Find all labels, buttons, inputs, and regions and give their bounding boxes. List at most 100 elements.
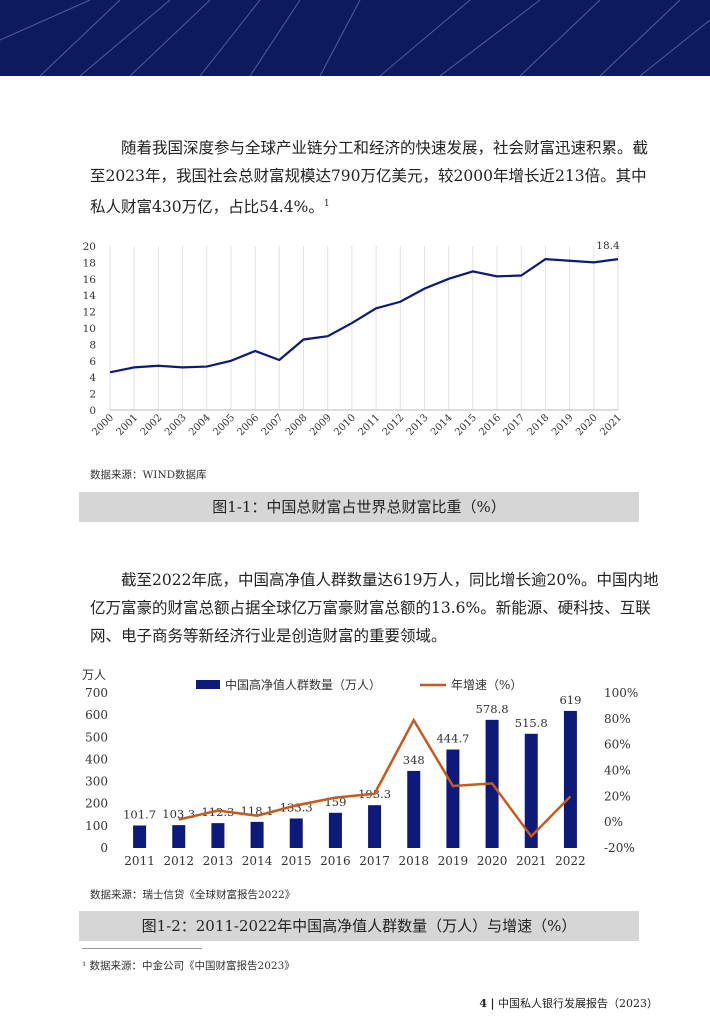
x-tick-label: 2016 (320, 854, 351, 868)
x-tick-label: 2019 (550, 412, 576, 438)
y-tick-label-left: 400 (85, 752, 108, 766)
x-tick-label: 2006 (235, 412, 261, 438)
y-tick-label-left: 300 (85, 775, 108, 789)
y-tick-label: 16 (83, 274, 97, 286)
x-tick-label: 2018 (526, 412, 552, 438)
y-tick-label: 20 (83, 241, 96, 253)
hnwi-count-chart: 万人 0 100 200 300 400 500 600 700 -20% 0% 20% 40% 60% 8… (82, 668, 638, 868)
y-tick-label-right: 100% (604, 686, 638, 700)
y-tick-label-right: 20% (604, 789, 631, 803)
report-title: 中国私人银行发展报告（2023） (498, 997, 658, 1010)
x-tick-label: 2003 (163, 412, 189, 438)
y-tick-label-right: 60% (604, 738, 631, 752)
bar (524, 733, 538, 848)
paragraph-2: 截至2022年底，中国高净值人群数量达619万人，同比增长逾20%。中国内地亿万… (90, 566, 660, 650)
data-label: 18.4 (596, 240, 620, 252)
y-axis-unit: 万人 (82, 668, 106, 682)
y-tick-label-left: 500 (85, 730, 108, 744)
x-tick-label: 2016 (477, 412, 503, 438)
paragraph-1: 随着我国深度参与全球产业链分工和经济的快速发展，社会财富迅速积累。截至2023年… (90, 134, 660, 221)
x-tick-label: 2020 (574, 412, 600, 438)
bar (368, 805, 382, 848)
x-tick-label: 2011 (356, 412, 382, 438)
y-tick-label-right: 40% (604, 764, 631, 778)
x-tick-label: 2022 (555, 854, 586, 868)
x-tick-label: 2015 (281, 854, 312, 868)
page-number: 4 (479, 997, 487, 1010)
chart2-source: 数据来源：瑞士信贷《全球财富报告2022》 (90, 889, 296, 901)
bar (563, 710, 577, 848)
y-tick-label: 6 (89, 356, 96, 368)
chart2-caption: 图1-2：2011-2022年中国高净值人群数量（万人）与增速（%） (79, 911, 639, 941)
top-banner (0, 0, 710, 76)
footnote-mark: 1 (323, 199, 330, 209)
bar (133, 825, 147, 848)
x-tick-label: 2005 (211, 412, 237, 438)
bar-data-label: 619 (559, 693, 581, 707)
banner-decoration (0, 0, 710, 76)
legend-label-bar: 中国高净值人群数量（万人） (225, 677, 381, 692)
bar (250, 821, 264, 848)
bar-data-label: 112.3 (201, 805, 234, 819)
bar (172, 825, 186, 848)
y-tick-label-left: 100 (85, 819, 108, 833)
bar-data-label: 515.8 (515, 716, 548, 730)
x-tick-label: 2013 (405, 412, 431, 438)
y-tick-label: 0 (89, 405, 96, 417)
x-tick-label: 2012 (163, 854, 194, 868)
x-tick-label: 2014 (429, 412, 455, 438)
x-tick-label: 2004 (187, 412, 213, 438)
bar (328, 812, 342, 848)
x-tick-label: 2001 (115, 412, 141, 438)
x-tick-label: 2010 (332, 412, 358, 438)
x-tick-label: 2014 (242, 854, 273, 868)
x-tick-label: 2019 (438, 854, 469, 868)
x-tick-label: 2018 (398, 854, 429, 868)
x-tick-label: 2021 (516, 854, 547, 868)
bar (289, 818, 303, 848)
footnote: ¹ 数据来源：中金公司《中国财富报告2023》 (82, 960, 295, 972)
x-tick-label: 2021 (598, 412, 624, 438)
x-tick-label: 2009 (308, 412, 334, 438)
y-tick-label-left: 200 (85, 797, 108, 811)
chart1-source: 数据来源：WIND数据库 (90, 469, 207, 481)
bar-data-label: 444.7 (436, 732, 469, 746)
bar-data-label: 578.8 (476, 702, 509, 716)
paragraph-2-text: 截至2022年底，中国高净值人群数量达619万人，同比增长逾20%。中国内地亿万… (90, 571, 659, 645)
legend-swatch-bar (196, 680, 220, 689)
y-tick-label: 14 (83, 290, 97, 302)
y-tick-label-right: 0% (604, 815, 623, 829)
y-tick-label-right: -20% (604, 841, 635, 855)
bar-data-label: 101.7 (123, 807, 156, 821)
x-tick-label: 2012 (381, 412, 407, 438)
y-tick-label: 18 (83, 257, 96, 269)
bar (446, 749, 460, 848)
footer-separator: | (490, 997, 495, 1010)
bar (407, 770, 421, 848)
x-tick-label: 2017 (359, 854, 390, 868)
x-tick-label: 2008 (284, 412, 310, 438)
x-tick-label: 2007 (260, 412, 286, 438)
x-tick-label: 2002 (139, 412, 165, 438)
page-footer: 4 | 中国私人银行发展报告（2023） (479, 995, 658, 1011)
y-tick-label-left: 0 (100, 841, 108, 855)
footnote-rule (82, 948, 202, 949)
x-tick-label: 2020 (477, 854, 508, 868)
y-tick-label-left: 600 (85, 708, 108, 722)
x-tick-label: 2013 (203, 854, 234, 868)
bar (211, 823, 225, 848)
series-line (109, 257, 619, 374)
paragraph-1-text: 随着我国深度参与全球产业链分工和经济的快速发展，社会财富迅速积累。截至2023年… (90, 139, 649, 217)
y-tick-label: 2 (89, 389, 96, 401)
chart1-caption: 图1-1：中国总财富占世界总财富比重（%） (79, 492, 639, 522)
legend-label-line: 年增速（%） (451, 678, 522, 692)
y-tick-label: 4 (89, 372, 96, 384)
y-tick-label-right: 80% (604, 712, 631, 726)
y-tick-label: 8 (89, 339, 96, 351)
y-tick-label-left: 700 (85, 686, 108, 700)
x-tick-label: 2011 (124, 854, 155, 868)
y-tick-label: 12 (83, 307, 96, 319)
x-tick-label: 2017 (502, 412, 528, 438)
world-wealth-share-chart: 0246810121416182020002001200220032004200… (83, 240, 624, 438)
bar-data-label: 348 (403, 753, 425, 767)
